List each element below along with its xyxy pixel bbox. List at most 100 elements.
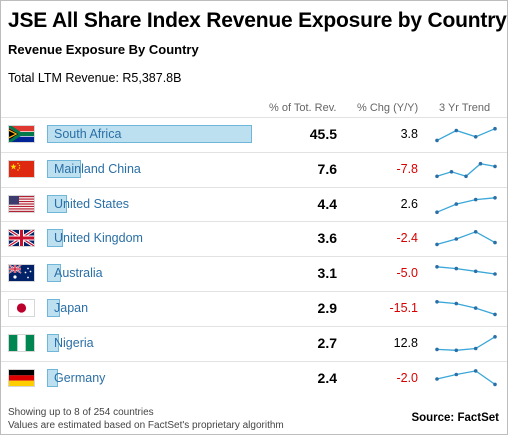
trend-line bbox=[436, 336, 496, 351]
trend-sparkline bbox=[435, 161, 497, 178]
trend-point bbox=[493, 334, 497, 339]
trend-point bbox=[454, 372, 459, 376]
germany-flag bbox=[9, 369, 34, 386]
trend-column-header: 3 Yr Trend bbox=[439, 102, 491, 114]
trend-sparkline bbox=[435, 334, 497, 352]
table-row: South Africa 45.5 3.8 bbox=[1, 117, 507, 152]
country-label[interactable]: United Kingdom bbox=[54, 231, 143, 246]
change-value: -15.1 bbox=[389, 300, 419, 315]
country-table: South Africa 45.5 3.8 Mainland China 7.6 -7.8… bbox=[1, 117, 507, 395]
share-bar bbox=[47, 333, 59, 352]
trend-line bbox=[436, 369, 496, 385]
trend-point bbox=[473, 368, 478, 373]
trend-point bbox=[473, 230, 478, 234]
south-africa-flag bbox=[9, 126, 34, 142]
table-row: Australia 3.1 -5.0 bbox=[1, 256, 507, 291]
country-label[interactable]: Nigeria bbox=[54, 335, 94, 350]
table-row: Germany 2.4 -2.0 bbox=[1, 360, 507, 396]
trend-point bbox=[464, 174, 468, 178]
change-column-header: % Chg (Y/Y) bbox=[357, 102, 419, 114]
total-revenue: Total LTM Revenue: R5,387.8B bbox=[8, 71, 182, 85]
trend-sparkline bbox=[435, 126, 497, 143]
share-value: 45.5 bbox=[309, 126, 337, 142]
trend-sparkline bbox=[435, 368, 497, 386]
change-value: -5.0 bbox=[396, 266, 418, 281]
country-label[interactable]: United States bbox=[54, 196, 130, 211]
table-row: Japan 2.9 -15.1 bbox=[1, 290, 507, 326]
footnote-method: Values are estimated based on FactSet's … bbox=[8, 420, 284, 431]
table-row: United States 4.4 2.6 bbox=[1, 186, 507, 222]
trend-line bbox=[436, 128, 496, 141]
share-value: 2.9 bbox=[317, 299, 337, 316]
us-flag bbox=[9, 195, 34, 212]
footnote-count: Showing up to 8 of 254 countries bbox=[8, 407, 154, 418]
country-label[interactable]: Mainland China bbox=[54, 161, 141, 176]
trend-point bbox=[473, 269, 478, 274]
share-bar bbox=[47, 229, 63, 248]
trend-point bbox=[473, 135, 478, 139]
share-bar bbox=[47, 159, 81, 178]
trend-point bbox=[493, 382, 497, 386]
australia-flag bbox=[9, 265, 34, 282]
share-bar bbox=[47, 264, 61, 283]
trend-point bbox=[435, 138, 439, 143]
trend-point bbox=[493, 164, 497, 168]
table-row: United Kingdom 3.6 -2.4 bbox=[1, 221, 507, 256]
trend-point bbox=[454, 128, 459, 133]
share-value: 2.4 bbox=[317, 369, 337, 386]
trend-line bbox=[436, 231, 496, 246]
trend-point bbox=[435, 347, 439, 351]
change-value: -2.0 bbox=[396, 370, 418, 385]
share-column-header: % of Tot. Rev. bbox=[269, 102, 337, 114]
trend-point bbox=[454, 301, 459, 306]
trend-point bbox=[435, 299, 439, 304]
table-row: Mainland China 7.6 -7.8 bbox=[1, 151, 507, 187]
trend-point bbox=[473, 197, 478, 201]
trend-point bbox=[435, 174, 439, 178]
trend-line bbox=[436, 162, 496, 177]
china-flag bbox=[9, 160, 34, 177]
share-value: 3.6 bbox=[317, 230, 337, 247]
trend-point bbox=[473, 306, 478, 310]
trend-line bbox=[436, 196, 496, 213]
trend-point bbox=[493, 312, 497, 317]
trend-point bbox=[454, 266, 459, 271]
share-bar bbox=[47, 298, 60, 317]
trend-line bbox=[436, 266, 496, 275]
change-value: 12.8 bbox=[393, 335, 418, 350]
trend-point bbox=[449, 169, 454, 174]
trend-point bbox=[478, 161, 483, 166]
trend-point bbox=[493, 195, 497, 200]
trend-sparkline bbox=[435, 265, 497, 276]
trend-sparkline bbox=[435, 195, 497, 214]
trend-sparkline bbox=[435, 230, 497, 247]
share-value: 3.1 bbox=[317, 265, 337, 282]
country-label[interactable]: Australia bbox=[54, 266, 103, 281]
chart-title: JSE All Share Index Revenue Exposure by … bbox=[8, 9, 507, 32]
share-bar bbox=[47, 368, 58, 387]
share-value: 7.6 bbox=[317, 160, 337, 177]
share-bar bbox=[47, 125, 252, 143]
change-value: -7.8 bbox=[396, 161, 418, 176]
share-value: 4.4 bbox=[317, 195, 337, 212]
table-row: Nigeria 2.7 12.8 bbox=[1, 325, 507, 361]
chart-subtitle: Revenue Exposure By Country bbox=[8, 42, 199, 57]
trend-sparkline bbox=[435, 299, 497, 317]
country-label[interactable]: Germany bbox=[54, 370, 106, 385]
country-label[interactable]: Japan bbox=[54, 300, 89, 315]
trend-point bbox=[493, 126, 497, 131]
trend-point bbox=[454, 348, 459, 352]
trend-point bbox=[493, 272, 497, 276]
country-label[interactable]: South Africa bbox=[54, 127, 122, 141]
trend-point bbox=[454, 201, 459, 206]
trend-point bbox=[435, 209, 439, 214]
source-label: Source: FactSet bbox=[411, 412, 499, 424]
trend-point bbox=[435, 376, 439, 381]
share-bar bbox=[47, 194, 67, 213]
uk-flag bbox=[9, 230, 34, 247]
trend-point bbox=[435, 265, 439, 269]
share-value: 2.7 bbox=[317, 334, 337, 351]
trend-point bbox=[493, 241, 497, 245]
trend-point bbox=[435, 242, 439, 247]
